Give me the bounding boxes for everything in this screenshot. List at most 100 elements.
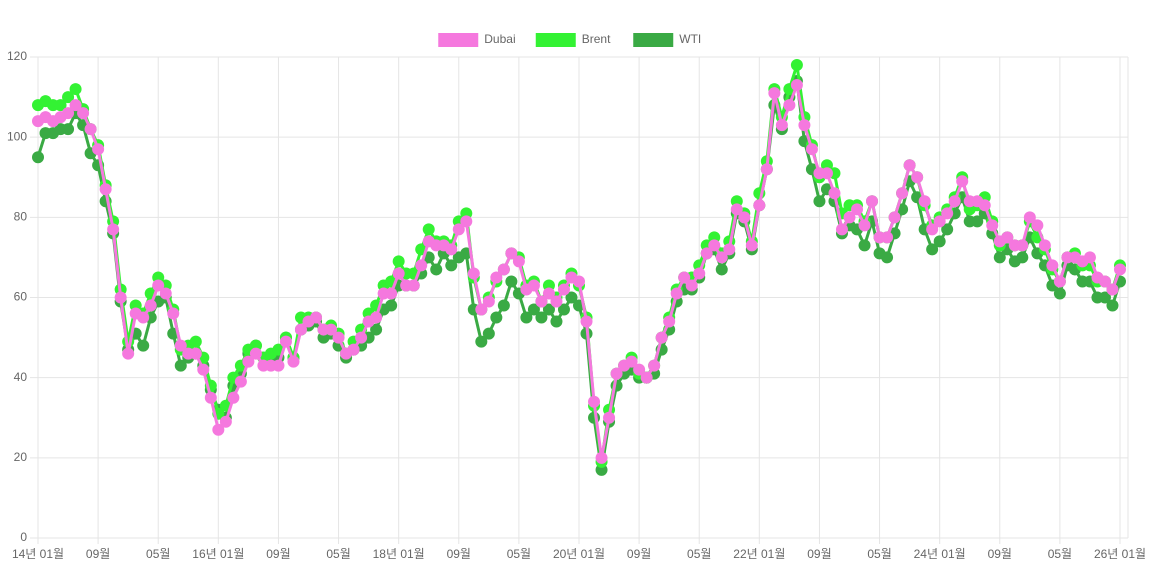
data-point: [693, 267, 706, 280]
legend: Dubai Brent WTI: [438, 32, 701, 47]
data-point: [475, 303, 488, 316]
data-point: [174, 359, 187, 372]
data-point: [926, 223, 939, 236]
data-point: [858, 219, 871, 232]
data-point: [144, 299, 157, 312]
data-point: [107, 223, 120, 236]
data-point: [452, 223, 465, 236]
data-point: [723, 243, 736, 256]
data-point: [753, 199, 766, 212]
data-point: [422, 223, 435, 236]
legend-swatch: [633, 33, 674, 47]
data-point: [835, 223, 848, 236]
data-point: [385, 299, 398, 312]
data-point: [888, 211, 901, 224]
data-point: [92, 143, 105, 156]
x-tick-label: 05월: [146, 547, 170, 561]
data-point: [505, 247, 518, 260]
data-point: [881, 231, 894, 244]
data-point: [212, 423, 225, 436]
data-point: [1053, 287, 1066, 300]
data-point: [152, 279, 165, 292]
data-point: [948, 195, 961, 208]
data-point: [242, 355, 255, 368]
data-point: [1106, 283, 1119, 296]
data-point: [527, 303, 540, 316]
data-point: [69, 99, 82, 112]
x-tick-label: 09월: [86, 547, 110, 561]
x-tick-label: 24년 01월: [914, 547, 966, 561]
data-point: [505, 275, 518, 288]
data-point: [114, 291, 127, 304]
data-point: [279, 335, 292, 348]
data-point: [655, 331, 668, 344]
data-point: [355, 331, 368, 344]
data-point: [858, 239, 871, 252]
data-point: [993, 251, 1006, 264]
data-point: [460, 215, 473, 228]
data-point: [715, 263, 728, 276]
data-point: [550, 295, 563, 308]
x-tick-label: 09월: [627, 547, 651, 561]
data-point: [557, 303, 570, 316]
data-point: [294, 323, 307, 336]
data-point: [745, 239, 758, 252]
y-tick-label: 40: [14, 370, 28, 384]
data-point: [1114, 263, 1126, 276]
data-point: [903, 159, 916, 172]
data-point: [272, 359, 285, 372]
x-tick-label: 09월: [988, 547, 1012, 561]
data-point: [137, 311, 150, 324]
data-point: [1083, 251, 1096, 264]
data-point: [790, 59, 803, 72]
data-point: [610, 367, 623, 380]
data-point: [249, 347, 262, 360]
data-point: [189, 347, 202, 360]
data-point: [708, 239, 721, 252]
x-tick-label: 22년 01월: [733, 547, 785, 561]
data-point: [204, 391, 217, 404]
data-point: [542, 303, 555, 316]
y-tick-label: 20: [14, 450, 28, 464]
data-point: [941, 223, 954, 236]
data-point: [527, 279, 540, 292]
data-point: [798, 119, 811, 132]
data-point: [730, 203, 743, 216]
data-point: [783, 99, 796, 112]
data-point: [670, 287, 683, 300]
data-point: [370, 323, 383, 336]
data-point: [1038, 239, 1051, 252]
data-point: [392, 255, 405, 268]
data-point: [77, 107, 90, 120]
data-point: [843, 211, 856, 224]
data-point: [715, 251, 728, 264]
data-point: [535, 295, 548, 308]
data-point: [392, 267, 405, 280]
x-tick-label: 20년 01월: [553, 547, 605, 561]
data-point: [227, 391, 240, 404]
data-point: [941, 207, 954, 220]
data-point: [234, 375, 247, 388]
x-tick-label: 05월: [1048, 547, 1072, 561]
data-point: [685, 279, 698, 292]
x-tick-label: 14년 01월: [12, 547, 64, 561]
y-tick-label: 100: [7, 129, 27, 143]
y-tick-label: 60: [14, 290, 28, 304]
data-point: [1016, 251, 1029, 264]
data-point: [550, 315, 563, 328]
data-point: [99, 183, 112, 196]
data-point: [1098, 275, 1111, 288]
data-point: [287, 355, 300, 368]
data-point: [54, 99, 67, 112]
x-tick-label: 09월: [447, 547, 471, 561]
x-tick-label: 05월: [326, 547, 350, 561]
data-point: [32, 151, 44, 164]
data-point: [482, 327, 495, 340]
data-point: [678, 271, 691, 284]
data-point: [557, 283, 570, 296]
x-tick-label: 05월: [867, 547, 891, 561]
data-point: [347, 343, 360, 356]
data-point: [866, 195, 879, 208]
data-point: [1023, 211, 1036, 224]
data-point: [648, 359, 661, 372]
